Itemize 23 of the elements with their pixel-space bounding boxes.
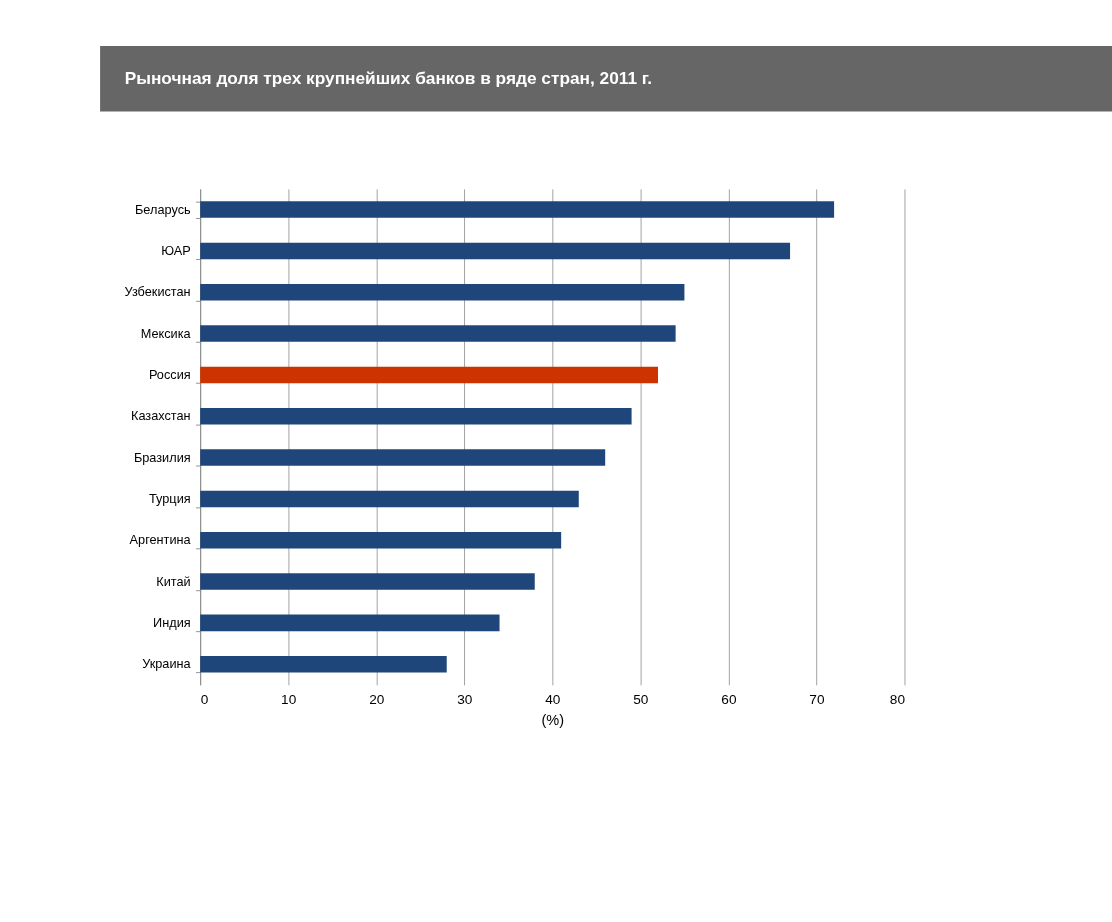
- y-tick-label: ЮАР: [161, 243, 191, 259]
- y-tick-label: Бразилия: [133, 449, 191, 465]
- y-tick-label: Турция: [149, 491, 191, 506]
- y-tick-label: Россия: [148, 367, 191, 383]
- x-tick-label: 40: [545, 691, 561, 707]
- x-tick-label: 30: [457, 691, 473, 707]
- y-tick-label: Казахстан: [131, 408, 191, 424]
- chart-title: Рыночная доля трех крупнейших банков в ряде стран, 2011 г.: [124, 68, 653, 89]
- y-tick-label: Беларусь: [135, 201, 191, 217]
- x-axis-title: (%): [541, 712, 565, 729]
- y-tick-label: Мексика: [140, 325, 192, 341]
- y-tick-label: Узбекистан: [124, 284, 191, 300]
- x-tick-label: 70: [809, 691, 825, 707]
- y-tick-label: Индия: [153, 614, 191, 630]
- x-tick-label: 60: [721, 691, 737, 707]
- x-tick-label: 80: [889, 691, 906, 707]
- x-tick-label: 0: [200, 691, 209, 707]
- y-tick-label: Украина: [142, 656, 192, 672]
- x-tick-label: 50: [633, 691, 649, 707]
- x-tick-label: 20: [369, 691, 385, 707]
- y-tick-label: Китай: [156, 573, 191, 589]
- y-tick-label: Аргентина: [129, 532, 192, 548]
- x-tick-label: 10: [281, 691, 297, 707]
